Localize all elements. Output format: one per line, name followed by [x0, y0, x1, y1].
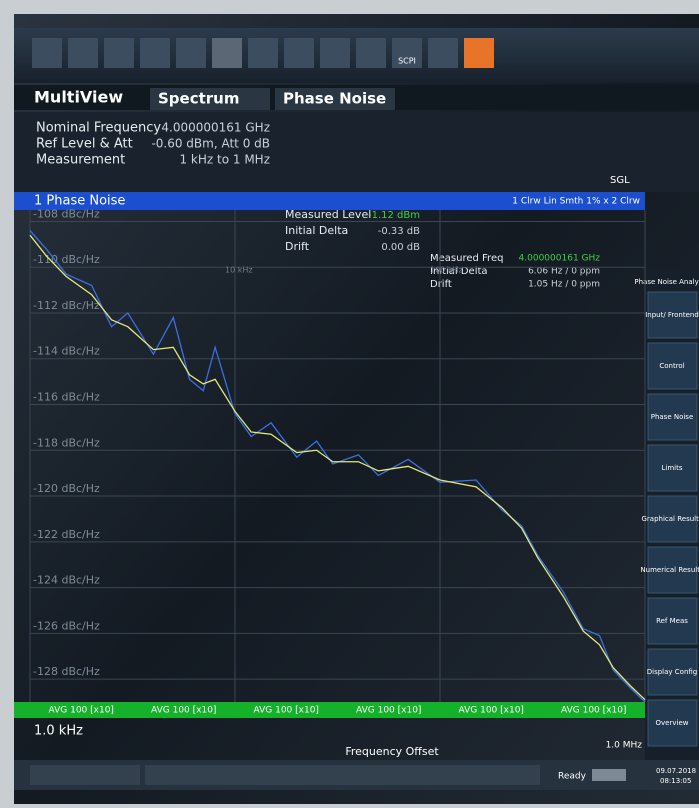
avg-label: AVG 100 [x10]	[151, 706, 216, 716]
sidebar-button[interactable]	[647, 342, 698, 390]
avg-label: AVG 100 [x10]	[356, 706, 421, 716]
sidebar-button[interactable]	[647, 648, 698, 696]
info-label: Measured Level	[285, 208, 371, 221]
trace-info: 1 Clrw Lin Smth 1% x 2 Clrw	[512, 197, 640, 207]
info-value: -0.60 dBm, Att 0 dB	[151, 137, 270, 151]
tab[interactable]: Spectrum	[158, 90, 239, 108]
avg-label: AVG 100 [x10]	[459, 706, 524, 716]
x-tick-label: 100 kHz	[430, 266, 463, 275]
sidebar-button-label: Graphical Results	[641, 515, 699, 523]
sidebar-button[interactable]	[647, 393, 698, 441]
icon-undo[interactable]	[176, 38, 206, 68]
icon-open[interactable]	[68, 38, 98, 68]
avg-label: AVG 100 [x10]	[561, 706, 626, 716]
info-value: 6.06 Hz / 0 ppm	[528, 267, 600, 277]
tab-bg	[275, 88, 395, 110]
sidebar-button-label: Numerical Results	[640, 566, 699, 574]
sidebar-button[interactable]	[647, 597, 698, 645]
sidebar-button-label: Input/ Frontend	[645, 311, 699, 319]
icon-zoom3[interactable]	[320, 38, 350, 68]
icon-zoom[interactable]	[248, 38, 278, 68]
info-label: Initial Delta	[430, 266, 488, 277]
y-tick-label: -112 dBc/Hz	[33, 299, 100, 312]
tab[interactable]: Phase Noise	[283, 90, 386, 108]
sidebar-button[interactable]	[647, 444, 698, 492]
window-title-bar	[14, 192, 645, 210]
y-tick-label: -116 dBc/Hz	[33, 391, 100, 404]
y-tick-label: -120 dBc/Hz	[33, 482, 100, 495]
status-date: 09.07.2018	[656, 767, 696, 775]
info-value: 1.05 Hz / 0 ppm	[528, 280, 600, 290]
y-tick-label: -122 dBc/Hz	[33, 528, 100, 541]
info-label: Initial Delta	[285, 224, 348, 237]
icon-save[interactable]	[104, 38, 134, 68]
status-field	[30, 765, 140, 785]
icon-help[interactable]	[428, 38, 458, 68]
icon-scpi[interactable]	[392, 38, 422, 68]
scpi-label: SCPI	[398, 57, 416, 66]
y-tick-label: -114 dBc/Hz	[33, 345, 100, 358]
info-value: -1.12 dBm	[368, 210, 420, 221]
status-ready: Ready	[558, 772, 587, 782]
icon-print[interactable]	[140, 38, 170, 68]
sidebar-button-label: Display Config	[647, 668, 698, 676]
sidebar-button-label: Overview	[656, 719, 689, 727]
tab[interactable]: MultiView	[34, 88, 123, 107]
sweep-mode: SGL	[610, 175, 630, 186]
x-tick-label: 1.0 kHz	[34, 724, 83, 739]
y-tick-label: -108 dBc/Hz	[33, 207, 100, 220]
info-label: Measurement	[36, 153, 125, 168]
sidebar-button-label: Control	[659, 362, 684, 370]
info-value: 1 kHz to 1 MHz	[179, 153, 270, 167]
x-tick-label: 10 kHz	[225, 266, 253, 275]
info-label: Nominal Frequency	[36, 121, 161, 136]
sidebar-button[interactable]	[647, 699, 698, 747]
trace	[29, 234, 646, 701]
y-tick-label: -128 dBc/Hz	[33, 665, 100, 678]
avg-label: AVG 100 [x10]	[49, 706, 114, 716]
sidebar-button[interactable]	[647, 495, 698, 543]
info-label: Ref Level & Att	[36, 137, 133, 152]
info-value: -0.33 dB	[378, 226, 420, 237]
icon-windows[interactable]	[32, 38, 62, 68]
y-tick-label: -118 dBc/Hz	[33, 436, 100, 449]
status-time: 08:13:05	[660, 777, 691, 785]
icon-fit[interactable]	[356, 38, 386, 68]
sidebar-title: Phase Noise Analyzer	[634, 278, 699, 286]
sidebar-button-label: Limits	[662, 464, 683, 472]
avg-bar	[14, 702, 645, 718]
trace	[29, 230, 646, 703]
info-value: 4.000000161 GHz	[161, 121, 270, 135]
toolbar-icons	[32, 38, 494, 68]
sidebar-button-label: Ref Meas	[656, 617, 688, 625]
window-title: 1 Phase Noise	[34, 194, 125, 209]
avg-label: AVG 100 [x10]	[254, 706, 319, 716]
y-tick-label: -126 dBc/Hz	[33, 619, 100, 632]
status-field	[145, 765, 540, 785]
sidebar-button[interactable]	[647, 546, 698, 594]
icon-redo[interactable]	[212, 38, 242, 68]
info-value: 4.000000161 GHz	[519, 254, 601, 264]
y-tick-label: -110 dBc/Hz	[33, 253, 100, 266]
x-axis-label: Frequency Offset	[345, 745, 439, 758]
info-label: Measured Freq	[430, 253, 503, 264]
progress-indicator	[592, 769, 626, 781]
info-value: 0.00 dB	[381, 242, 420, 253]
info-label: Drift	[430, 279, 452, 290]
info-label: Drift	[285, 240, 310, 253]
sidebar-button-label: Phase Noise	[651, 413, 694, 421]
info-panel	[14, 112, 699, 192]
tab-bg	[150, 88, 270, 110]
x-tick-label: 1.0 MHz	[606, 741, 643, 751]
icon-zoom2[interactable]	[284, 38, 314, 68]
y-tick-label: -124 dBc/Hz	[33, 574, 100, 587]
sidebar-button[interactable]	[647, 291, 698, 339]
icon-info[interactable]	[464, 38, 494, 68]
